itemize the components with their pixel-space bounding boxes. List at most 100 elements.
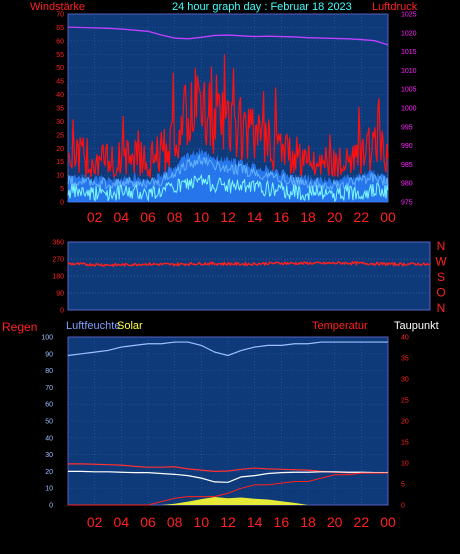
- climate-series: [67, 341, 388, 506]
- y-tick-label: 30: [45, 452, 53, 459]
- rain-axis-label: Regen: [2, 320, 38, 334]
- y-tick-label: 100: [41, 335, 53, 342]
- y-tick-label: 80: [45, 368, 53, 375]
- y-tick-label: 40: [56, 92, 64, 99]
- y2-tick-label: 20: [401, 419, 409, 426]
- y-tick-label: 270: [52, 257, 64, 264]
- y2-tick-label: 1005: [401, 87, 417, 94]
- y-tick-label: 40: [45, 435, 53, 442]
- x-tick-label: 08: [167, 209, 183, 225]
- y-tick-label: 50: [45, 419, 53, 426]
- y2-tick-label: 990: [401, 143, 413, 150]
- y2-tick-label: 25: [401, 398, 409, 405]
- y-tick-label: 25: [56, 132, 64, 139]
- dewpoint-label: Taupunkt: [394, 320, 439, 332]
- compass-label: N: [437, 239, 446, 253]
- y2-tick-label: 30: [401, 377, 409, 384]
- x-tick-label: 20: [327, 514, 343, 530]
- compass-label: W: [435, 255, 447, 269]
- y2-tick-label: 10: [401, 461, 409, 468]
- y-tick-label: 70: [56, 12, 64, 19]
- solar-area: [68, 497, 388, 505]
- y-tick-label: 60: [45, 402, 53, 409]
- x-tick-label: 16: [274, 209, 290, 225]
- dewpoint-line: [68, 470, 388, 483]
- y-tick-label: 15: [56, 159, 64, 166]
- direction-grid: [68, 241, 430, 311]
- y-tick-label: 20: [56, 146, 64, 153]
- temperature-label: Temperatur: [312, 320, 368, 332]
- y-tick-label: 0: [60, 200, 64, 207]
- y-tick-label: 35: [56, 106, 64, 113]
- pressure-axis-label: Luftdruck: [372, 1, 418, 13]
- temperature-y-ticks: 0 5 10 15 20 25 30 35 40: [401, 335, 409, 510]
- y-tick-label: 55: [56, 52, 64, 59]
- wind-average-area: [68, 147, 388, 202]
- wind-light-line: [67, 173, 389, 203]
- y-tick-label: 90: [56, 291, 64, 298]
- x-tick-label: 12: [220, 514, 236, 530]
- y2-tick-label: 0: [401, 503, 405, 510]
- humidity-line: [67, 341, 388, 357]
- x-tick-label: 06: [140, 514, 156, 530]
- x-tick-label: 18: [300, 209, 316, 225]
- x-tick-label: 18: [300, 514, 316, 530]
- y-tick-label: 45: [56, 79, 64, 86]
- y2-tick-label: 980: [401, 181, 413, 188]
- y2-tick-label: 35: [401, 356, 409, 363]
- y-tick-label: 10: [45, 486, 53, 493]
- rain-line: [68, 472, 388, 506]
- y2-tick-label: 5: [401, 482, 405, 489]
- y2-tick-label: 15: [401, 440, 409, 447]
- pressure-y-ticks: 975 980 985 990 995 1000 1005 1010 1015 1020 1025: [401, 12, 417, 207]
- y-tick-label: 20: [45, 469, 53, 476]
- y-tick-label: 70: [45, 385, 53, 392]
- wind-direction-trace: [67, 260, 431, 268]
- y2-tick-label: 1010: [401, 68, 417, 75]
- x-tick-label: 04: [114, 209, 130, 225]
- direction-points: [67, 260, 431, 268]
- wind-y-ticks: 0 5 10 15 20 25 30 35 40 45 50 55 60 65 70: [56, 12, 64, 207]
- y-tick-label: 0: [49, 503, 53, 510]
- chart-title: 24 hour graph day : Februar 18 2023: [172, 1, 352, 13]
- y2-tick-label: 995: [401, 124, 413, 131]
- y-tick-label: 5: [60, 186, 64, 193]
- y2-tick-label: 985: [401, 162, 413, 169]
- wind-x-ticks: 02 04 06 08 10 12 14 16 18 20 22 00: [87, 209, 396, 225]
- climate-y-ticks: 0 10 20 30 40 50 60 70 80 90 100: [41, 335, 53, 510]
- x-tick-label: 12: [220, 209, 236, 225]
- y-tick-label: 60: [56, 38, 64, 45]
- x-tick-label: 22: [354, 209, 370, 225]
- x-tick-label: 16: [274, 514, 290, 530]
- solar-label: Solar: [117, 320, 143, 332]
- wind-axis-label: Windstärke: [30, 1, 86, 13]
- y-tick-label: 360: [52, 240, 64, 247]
- y-tick-label: 30: [56, 119, 64, 126]
- x-tick-label: 02: [87, 514, 103, 530]
- y2-tick-label: 40: [401, 335, 409, 342]
- y2-tick-label: 1015: [401, 49, 417, 56]
- y-tick-label: 180: [52, 274, 64, 281]
- y-tick-label: 50: [56, 65, 64, 72]
- x-tick-label: 08: [167, 514, 183, 530]
- compass-label: N: [437, 301, 446, 315]
- x-tick-label: 04: [114, 514, 130, 530]
- direction-y-ticks: 0 90 180 270 360: [52, 240, 64, 315]
- x-tick-label: 00: [380, 209, 396, 225]
- y-tick-label: 0: [60, 308, 64, 315]
- x-tick-label: 06: [140, 209, 156, 225]
- x-tick-label: 10: [194, 209, 210, 225]
- x-tick-label: 02: [87, 209, 103, 225]
- pressure-line: [67, 26, 389, 46]
- x-tick-label: 00: [380, 514, 396, 530]
- y-tick-label: 65: [56, 25, 64, 32]
- compass-label: S: [437, 270, 445, 284]
- x-tick-label: 14: [247, 209, 263, 225]
- x-tick-label: 20: [327, 209, 343, 225]
- y2-tick-label: 1025: [401, 12, 417, 19]
